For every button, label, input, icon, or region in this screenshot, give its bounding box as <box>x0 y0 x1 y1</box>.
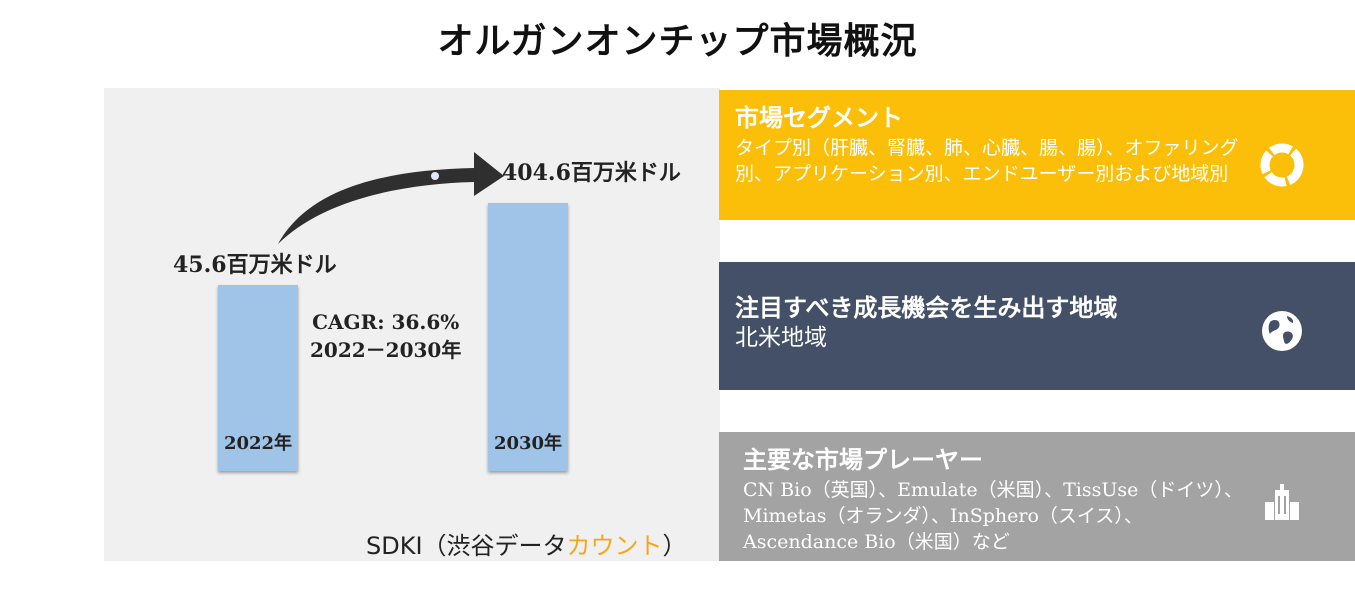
source-highlight: カウント <box>566 532 663 560</box>
category-label: 2030年 <box>493 433 563 454</box>
key-players-panel: 主要な市場プレーヤー CN Bio（英国）、Emulate（米国）、TissUs… <box>719 432 1355 561</box>
value-label: 404.6百万米ドル <box>502 160 681 186</box>
chart-panel: 2022年 45.6百万米ドル 2030年 404.6百万米ドル CAGR: 36.6… <box>104 88 720 561</box>
cagr-annotation: CAGR: 36.6% 2022－2030年 <box>310 308 461 364</box>
bar-1 <box>488 203 568 471</box>
growth-arrow-icon <box>278 152 504 244</box>
category-label: 2022年 <box>223 433 293 454</box>
bar-0 <box>218 285 298 471</box>
key-players-body: CN Bio（英国）、Emulate（米国）、TissUse（ドイツ）、Mime… <box>743 479 1243 553</box>
growth-region-title: 注目すべき成長機会を生み出す地域 <box>735 293 1118 322</box>
cagr-period: 2022－2030年 <box>310 338 462 362</box>
growth-region-panel: 注目すべき成長機会を生み出す地域 北米地域 <box>719 262 1355 390</box>
cagr-label: CAGR: 36.6% <box>312 310 460 334</box>
buildings-icon <box>1265 484 1299 520</box>
globe-icon <box>1262 311 1302 351</box>
donut-chart-icon <box>1260 143 1304 187</box>
source-credit: SDKI（渋谷データカウント） <box>366 526 687 561</box>
page-title: オルガンオンチップ市場概況 <box>437 20 918 62</box>
market-segment-panel: 市場セグメント タイプ別（肝臓、腎臓、肺、心臓、腸、腸）、オファリング別、アプリ… <box>719 90 1355 220</box>
value-label: 45.6百万米ドル <box>173 252 337 278</box>
key-players-title: 主要な市場プレーヤー <box>743 445 983 474</box>
growth-region-body: 北米地域 <box>735 325 827 351</box>
market-segment-body: タイプ別（肝臓、腎臓、肺、心臓、腸、腸）、オファリング別、アプリケーション別、エ… <box>735 137 1239 185</box>
source-prefix: SDKI（渋谷データ <box>366 532 567 560</box>
market-segment-title: 市場セグメント <box>735 103 903 132</box>
source-suffix: ） <box>662 532 687 560</box>
